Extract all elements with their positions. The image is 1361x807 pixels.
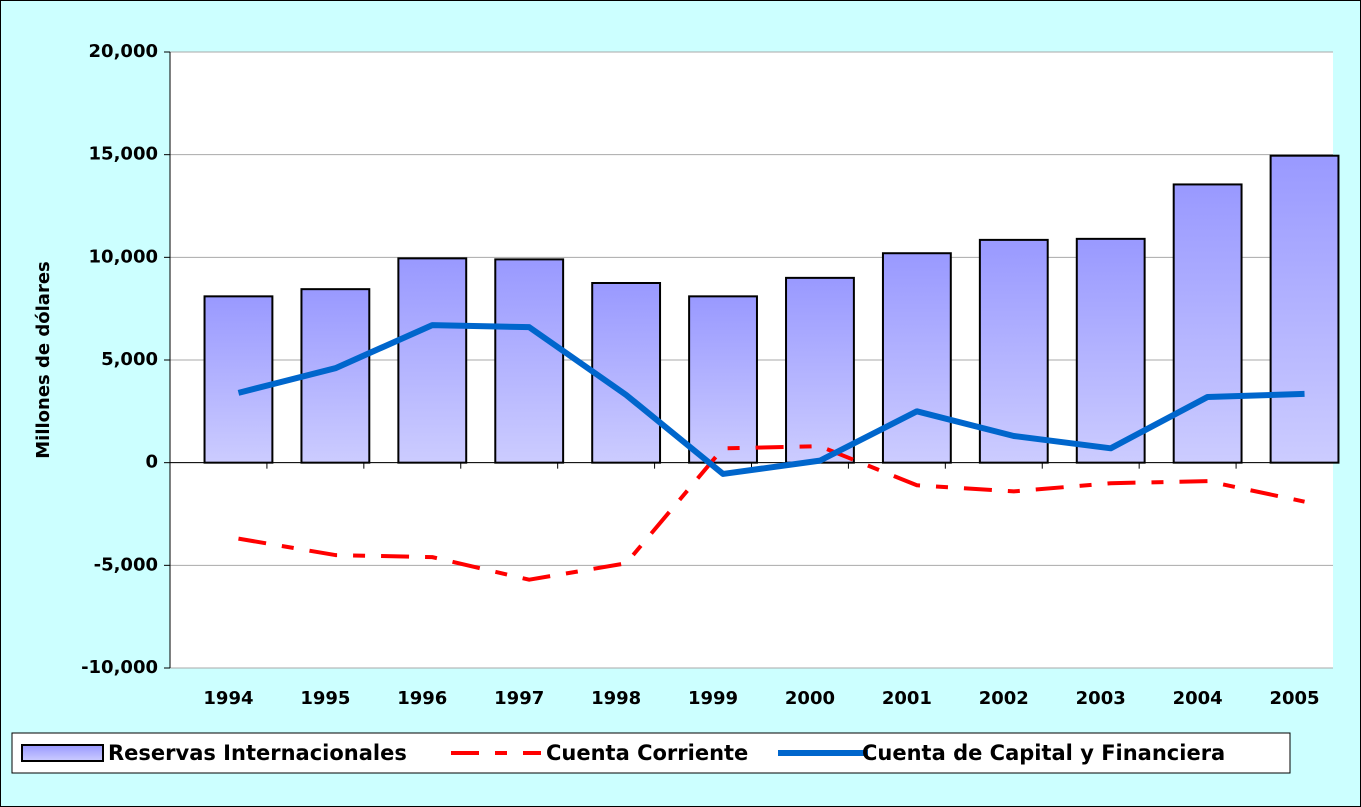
x-tick-label: 1996 [397, 688, 447, 709]
bar [1075, 237, 1146, 464]
x-tick-label: 2002 [979, 688, 1029, 709]
x-tick-label: 1998 [591, 688, 641, 709]
bar [591, 282, 662, 464]
x-tick-label: 1995 [300, 688, 350, 709]
x-tick-label: 2005 [1269, 688, 1319, 709]
y-tick-label: 5,000 [101, 349, 158, 370]
bar [397, 257, 468, 464]
bar [978, 238, 1049, 464]
x-tick-label: 1999 [688, 688, 738, 709]
y-tick-label: 20,000 [89, 41, 158, 62]
legend-label: Cuenta Corriente [546, 741, 748, 765]
line-series [237, 322, 1305, 477]
bar [688, 295, 758, 464]
y-tick-label: 15,000 [89, 144, 158, 165]
bar [1172, 183, 1243, 464]
y-axis-label: Millones de dólares [33, 261, 54, 459]
x-tick-label: 2001 [882, 688, 932, 709]
bar [1269, 154, 1340, 464]
bar [785, 276, 855, 464]
x-tick-label: 1994 [203, 688, 253, 709]
x-tick-label: 2000 [785, 688, 835, 709]
legend-swatch [21, 744, 104, 762]
bar [494, 258, 565, 464]
bar [881, 252, 952, 464]
legend-label: Cuenta de Capital y Financiera [862, 741, 1225, 765]
x-tick-label: 1997 [494, 688, 544, 709]
bar [203, 295, 274, 464]
legend [11, 732, 1291, 774]
x-tick-label: 2003 [1076, 688, 1126, 709]
y-tick-label: 10,000 [89, 246, 158, 267]
y-tick-label: -10,000 [81, 657, 158, 678]
y-tick-label: 0 [145, 452, 158, 473]
x-tick-label: 2004 [1173, 688, 1223, 709]
y-tick-label: -5,000 [94, 554, 158, 575]
line-series [238, 444, 1305, 582]
legend-label: Reservas Internacionales [108, 741, 407, 765]
